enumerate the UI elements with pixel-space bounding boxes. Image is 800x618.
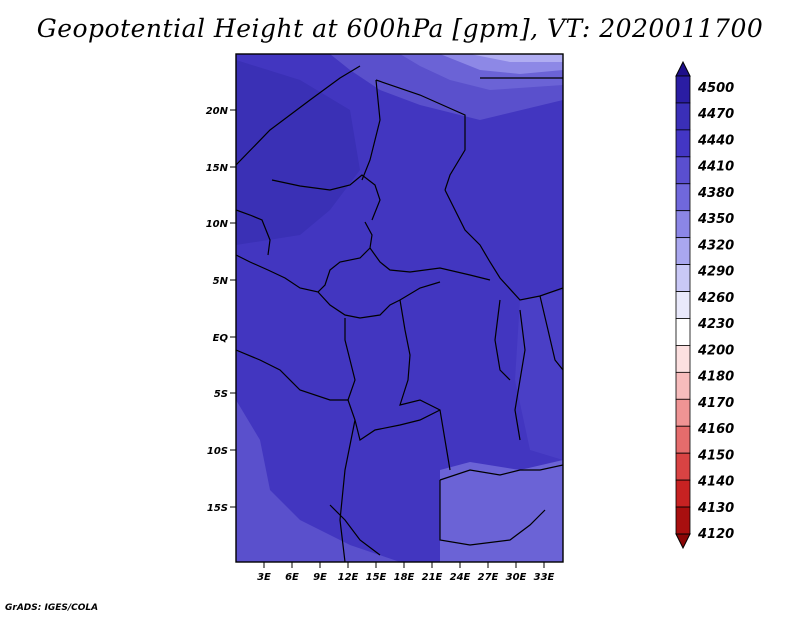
colorbar-label: 4120 (697, 527, 734, 542)
colorbar-label: 4170 (697, 396, 734, 411)
colorbar-label: 4380 (697, 186, 734, 201)
colorbar-segment (675, 129, 691, 158)
colorbar-label: 4350 (697, 212, 734, 227)
colorbar-label: 4200 (697, 343, 734, 358)
colorbar-label: 4140 (697, 475, 734, 490)
colorbar-label: 4130 (697, 501, 734, 516)
colorbar-bottom-arrow (675, 533, 691, 550)
colorbar-segment (675, 237, 691, 265)
colorbar-segment (675, 452, 691, 481)
field-low-e (515, 290, 563, 460)
colorbar-segment (675, 479, 691, 508)
colorbar-segment (675, 291, 691, 319)
lon-label: 3E (257, 572, 271, 583)
lon-label: 18E (394, 572, 415, 583)
field-low-sw (236, 400, 400, 562)
field-low-se (440, 460, 563, 562)
field-high-nw (236, 60, 360, 245)
colorbar-label: 4320 (697, 238, 734, 253)
colorbar-segment (675, 156, 691, 185)
colorbar-label: 4440 (697, 133, 734, 148)
lat-axis: 20N 15N 10N 5N EQ 5S 10S 15S (206, 106, 236, 514)
lon-label: 15E (366, 572, 387, 583)
lat-label: 20N (206, 106, 229, 117)
colorbar-label: 4470 (697, 107, 734, 122)
map-frame (235, 53, 564, 563)
lat-label: 5S (214, 389, 228, 400)
colorbar-label: 4410 (697, 160, 734, 175)
height-field (236, 54, 563, 562)
country-borders (236, 65, 563, 562)
lat-label: 15S (207, 503, 228, 514)
colorbar-segment (675, 210, 691, 239)
colorbar-segment (675, 506, 691, 535)
colorbar-label: 4500 (697, 81, 734, 96)
colorbar-segment (675, 371, 691, 400)
lon-label: 9E (313, 572, 327, 583)
colorbar-segment (675, 183, 691, 212)
colorbar-label: 4150 (697, 448, 734, 463)
lat-label: 10N (206, 219, 229, 230)
colorbar-top-arrow (675, 60, 691, 77)
lon-label: 27E (478, 572, 499, 583)
colorbar-label: 4180 (697, 370, 734, 385)
map-title: Geopotential Height at 600hPa [gpm], VT:… (36, 14, 764, 43)
grads-credit: GrADS: IGES/COLA (5, 603, 99, 613)
lat-label: 5N (213, 276, 229, 287)
lat-label: EQ (213, 333, 229, 344)
colorbar-segment (675, 102, 691, 131)
lon-label: 24E (450, 572, 471, 583)
colorbar-segment (675, 398, 691, 427)
field-top-corner (470, 54, 563, 62)
lon-label: 12E (338, 572, 359, 583)
colorbar-label: 4160 (697, 422, 734, 437)
colorbar-segment (675, 425, 691, 454)
colorbar-segment (675, 75, 691, 104)
colorbar-segment (675, 264, 691, 292)
colorbar-label: 4260 (697, 291, 734, 306)
lon-label: 21E (422, 572, 443, 583)
colorbar-label: 4230 (697, 317, 734, 332)
lon-axis: 3E 6E 9E 12E 15E 18E 21E 24E 27E 30E 33E (257, 562, 555, 583)
lon-label: 33E (534, 572, 555, 583)
colorbar-segment (675, 345, 691, 373)
colorbar: 4500 4470 4440 4410 4380 4350 4320 4290 4260 4230… (675, 60, 734, 550)
lon-label: 30E (506, 572, 527, 583)
lat-label: 15N (206, 163, 229, 174)
lat-label: 10S (207, 446, 228, 457)
colorbar-label: 4290 (697, 265, 734, 280)
lon-label: 6E (285, 572, 299, 583)
colorbar-segment (675, 318, 691, 346)
